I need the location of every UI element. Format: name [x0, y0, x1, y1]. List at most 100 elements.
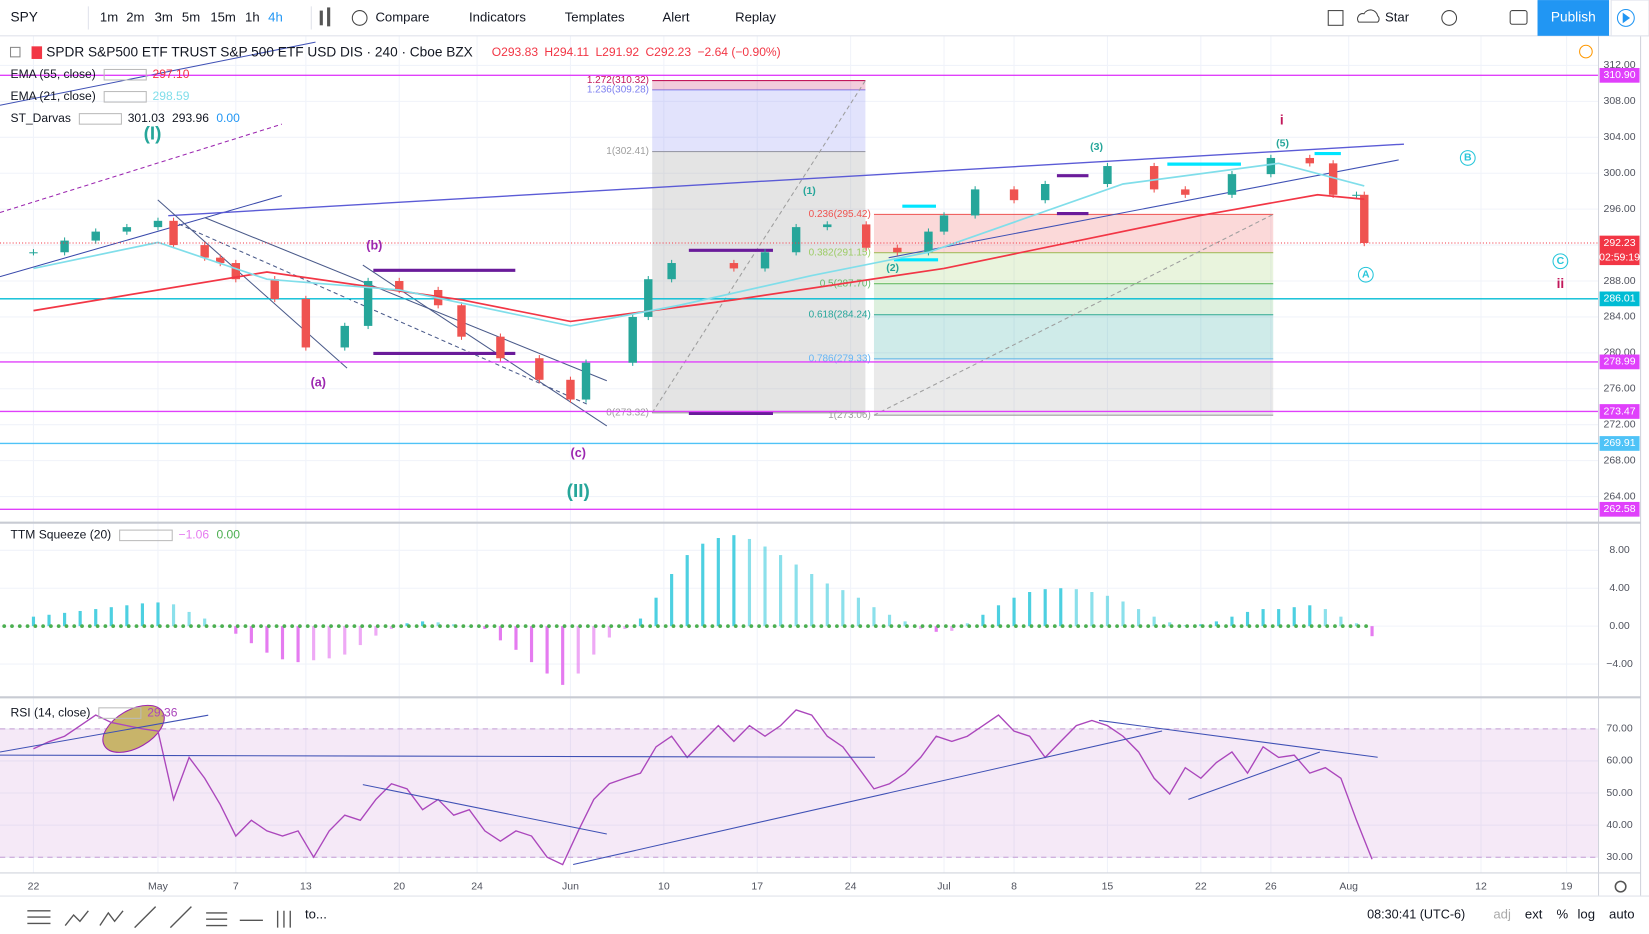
chart-type-icon[interactable] — [319, 10, 323, 26]
chart-type-icon[interactable] — [327, 7, 331, 27]
squeeze-dot — [17, 624, 22, 629]
scale-option[interactable]: log — [1577, 906, 1595, 921]
squeeze-dot — [1239, 624, 1244, 629]
toolbar-button[interactable]: Compare — [375, 9, 429, 24]
squeeze-dot — [523, 624, 528, 629]
squeeze-dot — [982, 624, 987, 629]
price-label-bg — [1599, 67, 1640, 83]
squeeze-dot — [780, 624, 785, 629]
ohlc-label: L291.92 — [595, 45, 639, 59]
squeeze-dot — [609, 624, 614, 629]
settings-icon[interactable] — [1614, 880, 1627, 893]
y-tick-label: 308.00 — [1603, 95, 1635, 107]
tool-icon[interactable] — [99, 910, 124, 926]
tool-icon[interactable] — [134, 906, 157, 929]
wave-label: (b) — [366, 238, 382, 252]
interval-button[interactable]: 4h — [268, 9, 283, 24]
scale-option[interactable]: ext — [1525, 906, 1543, 921]
checkbox[interactable] — [1327, 10, 1344, 26]
squeeze-dot — [1169, 624, 1174, 629]
star-button[interactable]: Star — [1385, 9, 1410, 24]
toolbar-button[interactable]: Alert — [663, 9, 690, 24]
compare-icon[interactable] — [351, 10, 368, 26]
squeeze-dot — [1193, 624, 1197, 629]
squeeze-dot — [601, 624, 606, 629]
settings-icon[interactable] — [1441, 10, 1458, 26]
tool-icon[interactable] — [64, 910, 89, 926]
squeeze-dot — [173, 624, 178, 629]
squeeze-dot — [305, 624, 310, 629]
interval-button[interactable]: 5m — [182, 9, 200, 24]
squeeze-dot — [578, 624, 582, 629]
candle-body — [939, 215, 949, 232]
squeeze-dot — [959, 624, 964, 629]
squeeze-dot — [539, 624, 544, 629]
cloud-icon[interactable] — [1357, 9, 1380, 23]
toolbar-button[interactable]: Indicators — [469, 9, 526, 24]
squeeze-dot — [990, 624, 995, 629]
scale-option[interactable]: adj — [1493, 906, 1511, 921]
wave-label: (c) — [571, 446, 586, 460]
indicator-buttons[interactable] — [78, 113, 122, 125]
indicator-buttons[interactable] — [103, 68, 147, 81]
publish-button[interactable] — [1537, 0, 1610, 36]
collapse-icon[interactable] — [9, 46, 21, 58]
toolbar-button[interactable]: Replay — [735, 9, 776, 24]
interval-button[interactable]: 3m — [155, 9, 173, 24]
trendline — [168, 143, 1405, 217]
x-tick-label: Aug — [1339, 880, 1358, 892]
squeeze-dot — [196, 624, 201, 629]
fib-band — [873, 314, 1274, 359]
range-selector[interactable]: to... — [305, 906, 327, 921]
indicator-buttons[interactable] — [98, 707, 142, 719]
indicator-buttons[interactable] — [119, 529, 173, 542]
histogram-bar — [249, 626, 253, 644]
tool-icon[interactable] — [206, 912, 228, 927]
interval-button[interactable]: 1m — [100, 9, 118, 24]
histogram-bar — [638, 618, 643, 627]
squeeze-dot — [547, 624, 551, 629]
squeeze-dot — [873, 624, 878, 629]
trendline — [0, 195, 282, 278]
candle-body — [169, 220, 178, 246]
histogram-bar — [1354, 623, 1359, 627]
squeeze-dot — [406, 624, 411, 629]
interval-button[interactable]: 2m — [126, 9, 144, 24]
candle-body — [861, 224, 871, 248]
toolbar-button[interactable]: Templates — [565, 9, 625, 24]
candle-body — [566, 379, 575, 400]
squeeze-dot — [41, 624, 46, 629]
scale-option[interactable]: auto — [1609, 906, 1635, 921]
histogram-bar — [234, 626, 238, 634]
camera-icon[interactable] — [1509, 10, 1528, 25]
histogram-bar — [1074, 589, 1078, 627]
squeeze-dot — [1084, 624, 1088, 629]
candle-body — [1227, 174, 1237, 195]
x-tick-label: 12 — [1475, 880, 1487, 892]
tool-icon[interactable] — [169, 906, 192, 929]
indicator-buttons[interactable] — [103, 91, 147, 103]
tool-icon[interactable] — [27, 910, 51, 925]
tool-icon[interactable] — [276, 910, 291, 928]
price-label: 269.91 — [1603, 437, 1635, 449]
publish-label[interactable]: Publish — [1551, 10, 1596, 25]
toolbar-bg — [0, 0, 1649, 36]
interval-button[interactable]: 15m — [210, 9, 236, 24]
squeeze-dot — [1021, 624, 1026, 629]
histogram-bar — [1214, 621, 1218, 627]
scale-option[interactable]: % — [1556, 906, 1568, 921]
legend: SPDR S&P500 ETF TRUST S&P 500 ETF USD DI… — [9, 44, 781, 719]
histogram-bar — [919, 626, 923, 629]
histogram-bar — [981, 614, 985, 627]
squeeze-dot — [259, 624, 263, 629]
symbol[interactable]: SPY — [11, 10, 38, 25]
histogram-bar — [374, 626, 378, 636]
interval-button[interactable]: 1h — [245, 9, 260, 24]
ohlc-label: O293.83 — [492, 45, 539, 59]
rsi-trendlines — [0, 714, 1378, 866]
squeeze-dot — [484, 624, 489, 629]
y-tick-label: 60.00 — [1606, 755, 1632, 767]
squeeze-dot — [1348, 624, 1353, 629]
squeeze-dot — [967, 624, 972, 629]
squeeze-dot — [1146, 624, 1151, 629]
